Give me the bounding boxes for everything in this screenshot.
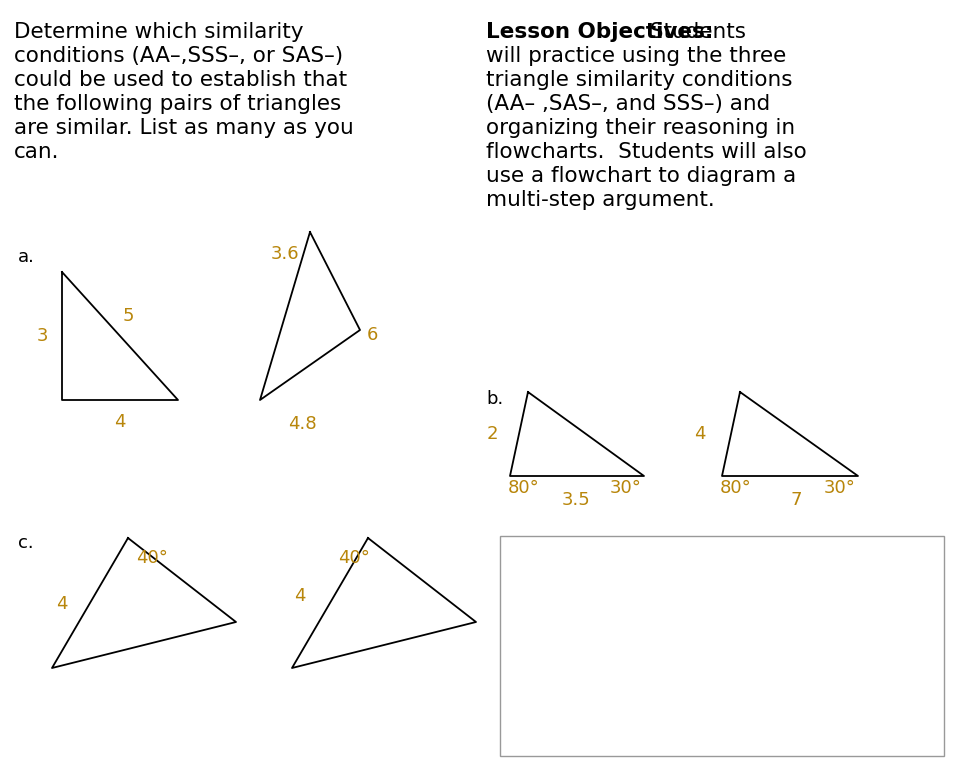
Text: Students: Students [642, 22, 746, 42]
Text: triangle similarity conditions: triangle similarity conditions [486, 70, 793, 90]
Text: 3.6: 3.6 [271, 245, 300, 263]
Text: 30°: 30° [824, 479, 856, 497]
Text: use a flowchart to diagram a: use a flowchart to diagram a [486, 166, 796, 187]
Text: 80°: 80° [508, 479, 540, 497]
Text: Lesson Objectives:: Lesson Objectives: [486, 22, 713, 42]
Text: 4: 4 [295, 587, 305, 605]
Text: conditions (AA–,SSS–, or SAS–): conditions (AA–,SSS–, or SAS–) [14, 46, 343, 66]
Text: could be used to establish that: could be used to establish that [14, 70, 348, 90]
Text: multi-step argument.: multi-step argument. [486, 190, 715, 211]
Text: can.: can. [14, 142, 60, 162]
Text: 40°: 40° [338, 549, 370, 567]
Text: are similar. List as many as you: are similar. List as many as you [14, 118, 353, 138]
Text: 4.8: 4.8 [288, 415, 316, 433]
Text: the following pairs of triangles: the following pairs of triangles [14, 94, 341, 114]
Text: 7: 7 [790, 491, 802, 509]
Text: 3: 3 [36, 327, 48, 345]
Text: (AA– ,SAS–, and SSS–) and: (AA– ,SAS–, and SSS–) and [486, 94, 770, 114]
Text: 4: 4 [57, 595, 68, 613]
Text: 4: 4 [694, 425, 706, 443]
Text: 3.5: 3.5 [562, 491, 590, 509]
Text: c.: c. [18, 534, 34, 552]
Text: 40°: 40° [136, 549, 168, 567]
Text: Determine which similarity: Determine which similarity [14, 22, 303, 42]
Text: b.: b. [486, 390, 503, 408]
Text: flowcharts.  Students will also: flowcharts. Students will also [486, 142, 806, 162]
Text: 30°: 30° [610, 479, 642, 497]
Text: organizing their reasoning in: organizing their reasoning in [486, 118, 795, 138]
Text: will practice using the three: will practice using the three [486, 46, 786, 66]
Bar [500, 536, 944, 756]
Text: 6: 6 [367, 326, 377, 344]
Text: 5: 5 [122, 307, 133, 325]
Text: 2: 2 [487, 425, 497, 443]
Text: 4: 4 [114, 413, 126, 431]
Text: a.: a. [18, 248, 35, 266]
Text: 80°: 80° [720, 479, 752, 497]
